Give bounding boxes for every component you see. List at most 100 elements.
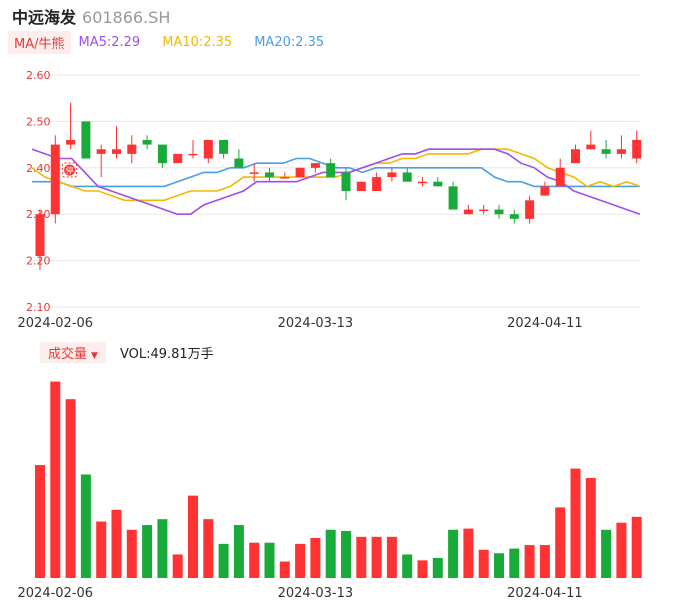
candle-body — [112, 149, 121, 154]
candle — [387, 167, 397, 182]
volume-bar — [539, 545, 550, 578]
candle-body — [372, 177, 382, 191]
x-tick-label: 2024-04-11 — [507, 316, 583, 331]
candle-body — [586, 144, 596, 150]
candle-body — [295, 167, 305, 178]
volume-legend: 成交量 ▼ VOL:49.81万手 — [40, 341, 214, 363]
volume-bar — [555, 507, 566, 578]
y-tick-label: 2.20 — [26, 255, 51, 268]
candle-body — [127, 144, 137, 154]
caret-down-icon: ▼ — [91, 350, 98, 361]
candle-body — [265, 172, 274, 178]
volume-bar — [570, 468, 581, 578]
ma5-line — [31, 148, 641, 215]
stock-header: 中远海发 601866.SH — [12, 4, 170, 28]
volume-bar — [264, 542, 275, 578]
volume-bar — [325, 529, 336, 578]
candle-body — [571, 149, 580, 164]
candle-body — [173, 153, 183, 164]
candle-body — [494, 209, 504, 215]
candle-body — [525, 200, 535, 219]
candle-body — [448, 186, 458, 210]
y-tick-label: 2.60 — [26, 69, 51, 82]
y-tick-label: 2.10 — [26, 301, 51, 314]
candle — [310, 163, 320, 173]
candle — [540, 181, 550, 196]
volume-bar — [172, 554, 183, 578]
volume-value: VOL:49.81万手 — [119, 346, 214, 362]
ma10-line — [31, 148, 641, 202]
ma20-line — [32, 157, 640, 188]
candle-body — [188, 153, 198, 156]
volume-bar — [524, 545, 535, 578]
ma-legend: MA/牛熊 MA5:2.29 MA10:2.35 MA20:2.35 — [8, 30, 346, 54]
volume-bar — [509, 548, 520, 578]
candle-body — [50, 144, 60, 215]
stock-code: 601866.SH — [82, 8, 171, 27]
volume-bar — [386, 536, 397, 578]
candle-body — [96, 149, 106, 154]
candle-body — [66, 139, 76, 145]
candle — [448, 181, 458, 210]
candle — [341, 167, 351, 201]
candle — [616, 135, 626, 159]
volume-bar — [494, 553, 504, 578]
candle-body — [463, 209, 473, 215]
candle — [372, 172, 382, 191]
candle-body — [356, 181, 366, 191]
candle — [479, 204, 489, 215]
candle-body — [249, 172, 259, 174]
candle-body — [418, 181, 427, 184]
volume-bar — [157, 519, 168, 578]
volume-bar — [65, 399, 76, 578]
volume-bar — [188, 495, 198, 578]
volume-bar — [142, 525, 153, 578]
volume-type-selector[interactable]: 成交量 ▼ — [40, 341, 106, 363]
ma-type-selector[interactable]: MA/牛熊 — [8, 30, 71, 54]
volume-type-label: 成交量 — [48, 346, 88, 362]
volume-bar — [616, 522, 627, 578]
y-tick-label: 2.50 — [26, 115, 51, 128]
candle-body — [540, 186, 550, 196]
candle — [326, 158, 336, 178]
volume-bar — [371, 536, 382, 578]
volume-bar — [111, 509, 122, 578]
candle-body — [234, 158, 244, 168]
candle — [203, 139, 213, 164]
candle-body — [81, 121, 91, 159]
suspension-marker-frame — [62, 162, 78, 178]
candle — [280, 172, 290, 179]
candle — [142, 135, 152, 150]
volume-x-tick-label: 2024-02-06 — [18, 586, 94, 601]
volume-bar — [478, 549, 489, 578]
candle-body — [310, 163, 320, 168]
candle — [66, 102, 76, 150]
suspension-marker — [64, 164, 76, 176]
candle-body — [219, 139, 229, 154]
suspension-marker-label: 停 — [66, 165, 74, 175]
x-tick-label: 2024-03-13 — [278, 316, 354, 331]
candle-body — [142, 139, 152, 145]
volume-bar — [463, 528, 474, 578]
volume-bar — [80, 474, 91, 578]
candle-body — [601, 149, 611, 154]
candle-body — [203, 139, 213, 159]
candle — [433, 177, 443, 187]
candle — [418, 177, 427, 187]
volume-bar — [249, 542, 260, 578]
ma20-legend: MA20:2.35 — [254, 34, 325, 50]
candle — [157, 144, 167, 168]
volume-bar — [50, 381, 61, 578]
candle — [50, 135, 60, 224]
candle — [173, 153, 183, 164]
candle — [96, 144, 106, 178]
candle — [463, 204, 473, 215]
candle — [295, 167, 305, 178]
candle — [571, 144, 580, 164]
candle-body — [280, 177, 290, 179]
candle-body — [157, 144, 167, 164]
volume-bar — [126, 529, 137, 578]
candle-body — [479, 209, 489, 212]
volume-x-tick-label: 2024-03-13 — [278, 586, 354, 601]
